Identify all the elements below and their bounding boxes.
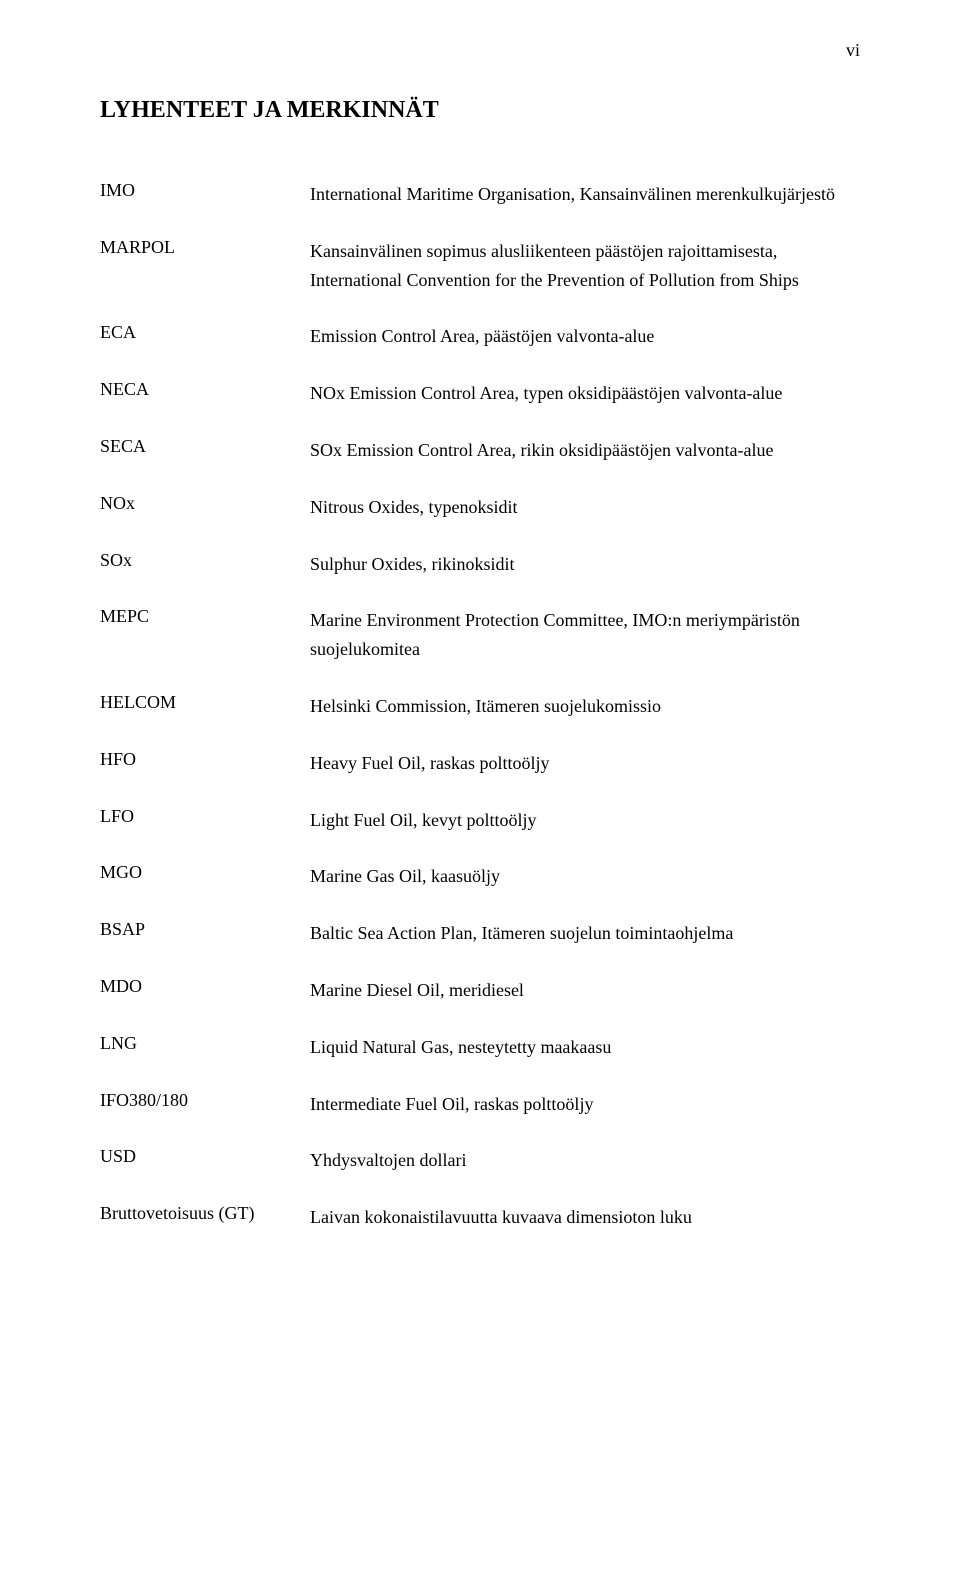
- abbreviation-definition: Marine Gas Oil, kaasuöljy: [310, 862, 860, 919]
- abbreviation-definition: Marine Environment Protection Committee,…: [310, 606, 860, 692]
- abbreviation-entry: IFO380/180Intermediate Fuel Oil, raskas …: [100, 1090, 860, 1147]
- abbreviation-definition: Liquid Natural Gas, nesteytetty maakaasu: [310, 1033, 860, 1090]
- abbreviation-term: HELCOM: [100, 692, 310, 749]
- abbreviation-term: ECA: [100, 322, 310, 379]
- page-number: vi: [100, 40, 860, 61]
- abbreviation-definition: Kansainvälinen sopimus alusliikenteen pä…: [310, 237, 860, 323]
- abbreviation-definition: Yhdysvaltojen dollari: [310, 1146, 860, 1203]
- abbreviation-definition: Nitrous Oxides, typenoksidit: [310, 493, 860, 550]
- page-heading: LYHENTEET JA MERKINNÄT: [100, 97, 860, 124]
- abbreviation-entry: MEPCMarine Environment Protection Commit…: [100, 606, 860, 692]
- abbreviation-term: Bruttovetoisuus (GT): [100, 1203, 310, 1232]
- abbreviation-definition: NOx Emission Control Area, typen oksidip…: [310, 379, 860, 436]
- abbreviation-term: HFO: [100, 749, 310, 806]
- abbreviation-definition: Sulphur Oxides, rikinoksidit: [310, 550, 860, 607]
- abbreviation-entry: SOxSulphur Oxides, rikinoksidit: [100, 550, 860, 607]
- abbreviation-definition: Helsinki Commission, Itämeren suojelukom…: [310, 692, 860, 749]
- abbreviation-term: SOx: [100, 550, 310, 607]
- abbreviation-entry: ECAEmission Control Area, päästöjen valv…: [100, 322, 860, 379]
- abbreviation-term: MEPC: [100, 606, 310, 692]
- abbreviation-entry: BSAPBaltic Sea Action Plan, Itämeren suo…: [100, 919, 860, 976]
- abbreviation-entry: MDOMarine Diesel Oil, meridiesel: [100, 976, 860, 1033]
- abbreviation-definition: Light Fuel Oil, kevyt polttoöljy: [310, 806, 860, 863]
- abbreviation-entry: USDYhdysvaltojen dollari: [100, 1146, 860, 1203]
- abbreviation-entry: IMOInternational Maritime Organisation, …: [100, 180, 860, 237]
- abbreviation-term: MDO: [100, 976, 310, 1033]
- abbreviation-entry: MGOMarine Gas Oil, kaasuöljy: [100, 862, 860, 919]
- abbreviation-term: LFO: [100, 806, 310, 863]
- abbreviation-term: LNG: [100, 1033, 310, 1090]
- abbreviation-entry: MARPOLKansainvälinen sopimus alusliikent…: [100, 237, 860, 323]
- abbreviation-entry: Bruttovetoisuus (GT)Laivan kokonaistilav…: [100, 1203, 860, 1232]
- abbreviation-entry: SECASOx Emission Control Area, rikin oks…: [100, 436, 860, 493]
- abbreviation-definition: SOx Emission Control Area, rikin oksidip…: [310, 436, 860, 493]
- abbreviation-definition: Laivan kokonaistilavuutta kuvaava dimens…: [310, 1203, 860, 1232]
- abbreviation-term: MGO: [100, 862, 310, 919]
- abbreviation-entry: LNGLiquid Natural Gas, nesteytetty maaka…: [100, 1033, 860, 1090]
- abbreviation-entry: HFOHeavy Fuel Oil, raskas polttoöljy: [100, 749, 860, 806]
- abbreviation-term: NOx: [100, 493, 310, 550]
- abbreviation-term: USD: [100, 1146, 310, 1203]
- abbreviation-term: SECA: [100, 436, 310, 493]
- abbreviations-list: IMOInternational Maritime Organisation, …: [100, 180, 860, 1232]
- abbreviation-definition: Intermediate Fuel Oil, raskas polttoöljy: [310, 1090, 860, 1147]
- abbreviation-term: MARPOL: [100, 237, 310, 323]
- abbreviation-term: NECA: [100, 379, 310, 436]
- abbreviation-term: BSAP: [100, 919, 310, 976]
- abbreviation-definition: Marine Diesel Oil, meridiesel: [310, 976, 860, 1033]
- abbreviation-definition: Heavy Fuel Oil, raskas polttoöljy: [310, 749, 860, 806]
- abbreviation-definition: Emission Control Area, päästöjen valvont…: [310, 322, 860, 379]
- abbreviation-entry: NOxNitrous Oxides, typenoksidit: [100, 493, 860, 550]
- abbreviation-term: IMO: [100, 180, 310, 237]
- abbreviation-entry: HELCOMHelsinki Commission, Itämeren suoj…: [100, 692, 860, 749]
- abbreviation-definition: Baltic Sea Action Plan, Itämeren suojelu…: [310, 919, 860, 976]
- abbreviation-term: IFO380/180: [100, 1090, 310, 1147]
- abbreviation-definition: International Maritime Organisation, Kan…: [310, 180, 860, 237]
- abbreviation-entry: NECANOx Emission Control Area, typen oks…: [100, 379, 860, 436]
- abbreviation-entry: LFOLight Fuel Oil, kevyt polttoöljy: [100, 806, 860, 863]
